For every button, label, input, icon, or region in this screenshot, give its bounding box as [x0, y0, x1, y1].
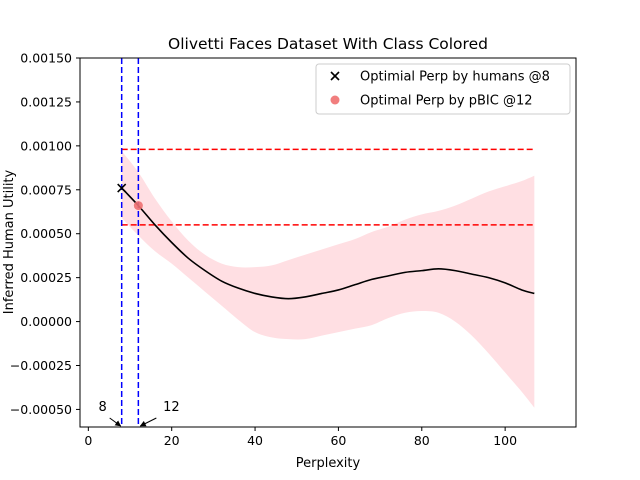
x-tick-label: 60: [330, 433, 346, 448]
legend-label-0: Optimial Perp by humans @8: [360, 70, 550, 85]
y-tick-label: −0.00025: [10, 358, 72, 373]
series-line-mean: [121, 187, 535, 300]
legend-symbol-circle: [330, 95, 340, 105]
y-tick-label: 0.00050: [20, 226, 72, 241]
y-tick-label: 0.00125: [20, 94, 72, 109]
y-axis-label: Inferred Human Utility: [2, 169, 17, 314]
x-axis-ticks: 0 20 40 60 80 100: [84, 427, 517, 448]
x-tick-label: 100: [493, 433, 517, 448]
marker-pbic-circle: [133, 201, 143, 211]
horizontal-threshold-lines: [121, 148, 535, 226]
x-tick-label: 80: [414, 433, 430, 448]
y-tick-label: 0.00150: [20, 51, 72, 66]
x-tick-label: 0: [84, 433, 92, 448]
marker-humans-x: [117, 183, 127, 193]
y-tick-label: 0.00075: [20, 182, 72, 197]
x-axis-label: Perplexity: [296, 456, 361, 471]
annotation-arrow-8: [109, 417, 122, 427]
plot-area: [117, 58, 535, 427]
y-tick-label: 0.00025: [20, 270, 72, 285]
y-tick-label: 0.00000: [20, 314, 72, 329]
markers: [117, 183, 143, 211]
y-tick-label: 0.00100: [20, 138, 72, 153]
annotation-label-12: 12: [163, 400, 180, 415]
confidence-band: [121, 151, 535, 408]
annotation-label-8: 8: [99, 400, 107, 415]
y-tick-label: −0.00050: [10, 402, 72, 417]
annotation-arrow-12: [139, 417, 157, 427]
chart-title: Olivetti Faces Dataset With Class Colore…: [168, 35, 488, 53]
y-axis-ticks: −0.00050 −0.00025 0.00000 0.00025 0.00050 0.0…: [10, 51, 80, 417]
legend-frame: [315, 63, 571, 115]
x-tick-label: 40: [247, 433, 263, 448]
annotations: 8 12: [99, 400, 180, 427]
legend-symbol-x: [330, 71, 340, 81]
legend: Optimial Perp by humans @8 Optimal Perp b…: [315, 63, 571, 115]
vertical-perp-lines: [120, 58, 140, 427]
marker-stroke: [117, 183, 127, 193]
legend-label-1: Optimal Perp by pBIC @12: [360, 94, 533, 109]
axes-frame: [79, 57, 577, 428]
x-tick-label: 20: [164, 433, 180, 448]
